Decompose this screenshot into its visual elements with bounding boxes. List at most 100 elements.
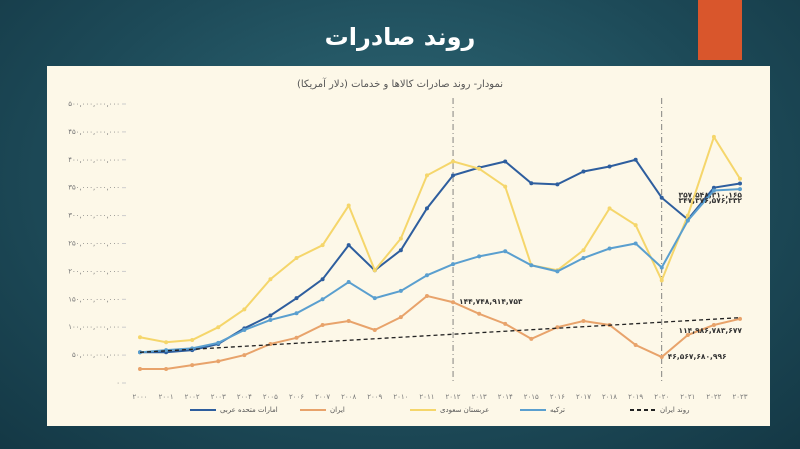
point-marker: [581, 319, 586, 324]
point-marker: [138, 335, 142, 340]
value-label: ۴۶,۵۶۷,۶۸۰,۹۹۶: [668, 352, 727, 361]
y-tick-label: ۵۰۰,۰۰۰,۰۰۰,۰۰۰: [68, 100, 120, 108]
point-marker: [372, 327, 377, 332]
point-marker: [294, 335, 299, 340]
legend-label: امارات متحده عربی: [220, 406, 278, 414]
point-marker: [738, 176, 742, 181]
y-tick-label: ۱۵۰,۰۰۰,۰۰۰,۰۰۰: [68, 295, 120, 303]
point-marker: [633, 223, 638, 228]
point-marker: [242, 327, 247, 332]
x-tick-label: ۲۰۰۹: [367, 393, 382, 401]
slide-title: روند صادرات: [325, 23, 476, 51]
accent-block: [698, 0, 742, 60]
x-tick-label: ۲۰۰۳: [211, 393, 226, 401]
point-marker: [581, 256, 586, 261]
point-marker: [477, 166, 482, 171]
point-marker: [555, 325, 560, 330]
x-tick-label: ۲۰۱۹: [628, 393, 643, 401]
point-marker: [529, 336, 534, 341]
point-marker: [138, 367, 142, 372]
point-marker: [738, 181, 742, 186]
point-marker: [164, 367, 169, 372]
point-marker: [424, 206, 429, 211]
x-tick-label: ۲۰۰۱: [159, 393, 174, 401]
y-tick-label: ۲۵۰,۰۰۰,۰۰۰,۰۰۰: [68, 240, 120, 248]
x-tick-label: ۲۰۰۶: [289, 393, 304, 401]
point-marker: [581, 248, 586, 253]
x-tick-label: ۲۰۰۵: [263, 393, 278, 401]
point-marker: [529, 263, 534, 268]
x-tick-label: ۲۰۱۶: [550, 393, 565, 401]
legend-label: ایران: [330, 406, 345, 414]
point-marker: [685, 333, 690, 338]
point-marker: [398, 236, 403, 241]
point-marker: [242, 307, 247, 312]
y-tick-label: ۳۵۰,۰۰۰,۰۰۰,۰۰۰: [68, 184, 120, 192]
point-marker: [320, 297, 325, 302]
point-marker: [346, 203, 351, 208]
point-marker: [216, 340, 221, 345]
point-marker: [503, 159, 508, 164]
point-marker: [503, 321, 508, 326]
point-marker: [711, 188, 716, 193]
point-marker: [320, 277, 325, 282]
point-marker: [659, 195, 664, 200]
y-tick-label: ۴۵۰,۰۰۰,۰۰۰,۰۰۰: [68, 128, 120, 136]
point-marker: [268, 313, 273, 318]
x-tick-label: ۲۰۰۸: [341, 393, 356, 401]
point-marker: [424, 273, 429, 278]
series-line: [139, 134, 741, 344]
point-marker: [659, 355, 664, 360]
point-marker: [242, 353, 247, 358]
x-tick-label: ۲۰۲۲: [706, 393, 721, 401]
point-marker: [738, 316, 742, 321]
point-marker: [451, 173, 456, 178]
y-tick-label: ۴۰۰,۰۰۰,۰۰۰,۰۰۰: [68, 156, 120, 164]
point-marker: [190, 363, 195, 368]
chart-title: نمودار- روند صادرات کالاها و خدمات (دلار…: [297, 77, 503, 90]
point-marker: [320, 243, 325, 248]
point-marker: [164, 340, 169, 345]
x-tick-label: ۲۰۰۲: [185, 393, 200, 401]
point-marker: [633, 157, 638, 162]
point-marker: [216, 325, 221, 330]
y-tick-label: ۰: [116, 379, 120, 387]
point-marker: [503, 184, 508, 189]
point-marker: [398, 315, 403, 320]
x-tick-label: ۲۰۰۷: [315, 393, 330, 401]
point-marker: [607, 246, 612, 251]
point-marker: [190, 338, 195, 343]
point-marker: [346, 243, 351, 248]
x-tick-label: ۲۰۰۰: [132, 393, 147, 401]
point-marker: [555, 182, 560, 187]
legend-label: عربستان سعودی: [440, 406, 489, 414]
point-marker: [477, 254, 482, 259]
x-tick-label: ۲۰۲۱: [680, 393, 695, 401]
point-marker: [685, 213, 690, 218]
x-tick-label: ۲۰۱۲: [446, 393, 461, 401]
point-marker: [294, 296, 299, 301]
point-marker: [398, 248, 403, 253]
chart-panel: [47, 66, 770, 426]
point-marker: [424, 293, 429, 298]
value-label: ۳۴۷,۳۷۶,۵۷۶,۳۳۲: [679, 196, 743, 205]
y-tick-label: ۲۰۰,۰۰۰,۰۰۰,۰۰۰: [68, 267, 120, 275]
point-marker: [424, 173, 429, 178]
point-marker: [581, 169, 586, 174]
point-marker: [451, 262, 456, 267]
point-marker: [451, 300, 456, 305]
x-tick-label: ۲۰۱۱: [419, 393, 434, 401]
point-marker: [268, 277, 273, 282]
point-marker: [372, 268, 377, 273]
x-tick-label: ۲۰۱۴: [498, 393, 513, 401]
point-marker: [738, 187, 742, 192]
point-marker: [268, 317, 273, 322]
point-marker: [477, 311, 482, 316]
legend-label: ترکیه: [550, 406, 565, 414]
legend-label: روند ایران: [660, 406, 689, 414]
y-tick-label: ۵۰,۰۰۰,۰۰۰,۰۰۰: [72, 351, 120, 359]
point-marker: [503, 249, 508, 254]
x-tick-label: ۲۰۲۳: [732, 393, 747, 401]
point-marker: [398, 288, 403, 293]
series-line: [140, 294, 741, 371]
